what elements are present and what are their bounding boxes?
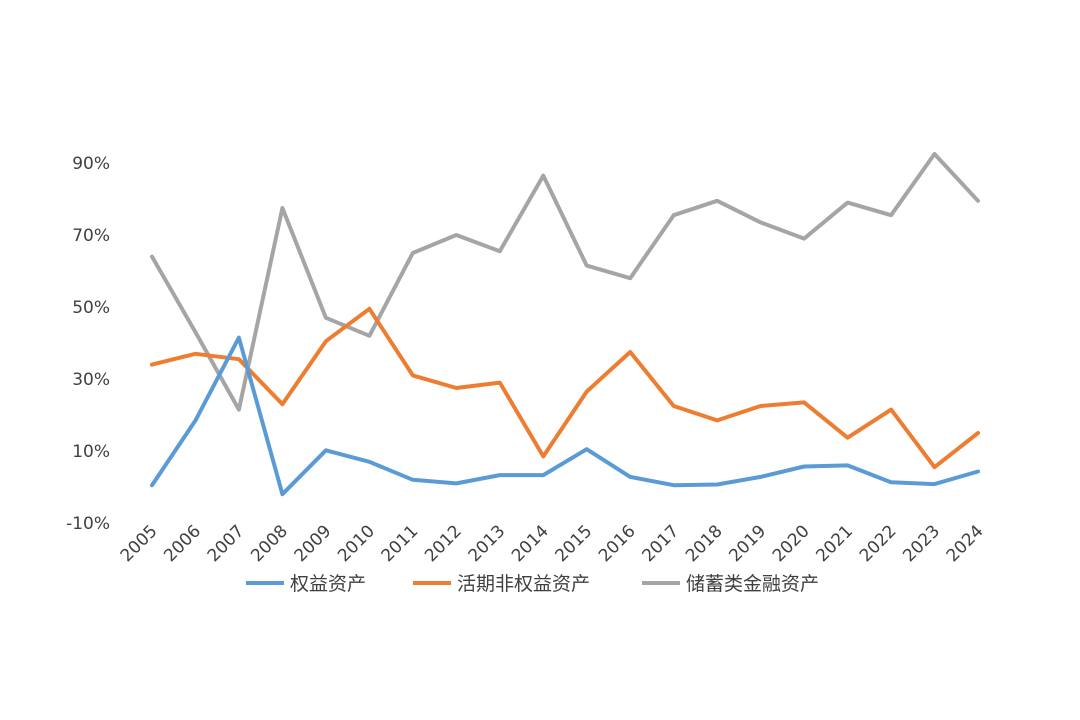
x-tick-label: 2006	[160, 521, 205, 566]
y-tick-label: 10%	[72, 442, 110, 462]
series-line	[150, 306, 980, 470]
y-axis-ticks: 90% 70% 50% 30% 10% -10%	[66, 154, 110, 534]
legend: 权益资产 活期非权益资产 储蓄类金融资产	[246, 573, 819, 595]
series-lines	[150, 152, 980, 497]
x-tick-label: 2017	[638, 521, 683, 566]
y-tick-label: -10%	[66, 514, 110, 534]
y-tick-label: 90%	[72, 154, 110, 174]
x-tick-label: 2020	[769, 521, 814, 566]
x-tick-label: 2019	[725, 521, 770, 566]
y-tick-label: 70%	[72, 226, 110, 246]
y-tick-label: 30%	[72, 370, 110, 390]
x-tick-label: 2022	[856, 521, 901, 566]
legend-label: 权益资产	[290, 573, 366, 595]
x-tick-label: 2023	[899, 521, 944, 566]
x-tick-label: 2014	[508, 521, 553, 566]
x-tick-label: 2008	[247, 521, 292, 566]
x-axis-ticks: 2005200620072008200920102011201220132014…	[117, 521, 988, 566]
x-tick-label: 2013	[465, 521, 510, 566]
legend-label: 活期非权益资产	[457, 573, 590, 595]
series-line	[150, 152, 980, 412]
x-tick-label: 2024	[943, 521, 988, 566]
x-tick-label: 2010	[334, 521, 379, 566]
x-tick-label: 2009	[291, 521, 336, 566]
series-line	[150, 335, 980, 497]
x-tick-label: 2016	[595, 521, 640, 566]
x-tick-label: 2012	[421, 521, 466, 566]
legend-label: 储蓄类金融资产	[686, 573, 819, 595]
x-tick-label: 2007	[204, 521, 249, 566]
x-tick-label: 2005	[117, 521, 162, 566]
x-tick-label: 2011	[378, 521, 423, 566]
y-tick-label: 50%	[72, 298, 110, 318]
x-tick-label: 2021	[812, 521, 857, 566]
x-tick-label: 2015	[552, 521, 597, 566]
x-tick-label: 2018	[682, 521, 727, 566]
